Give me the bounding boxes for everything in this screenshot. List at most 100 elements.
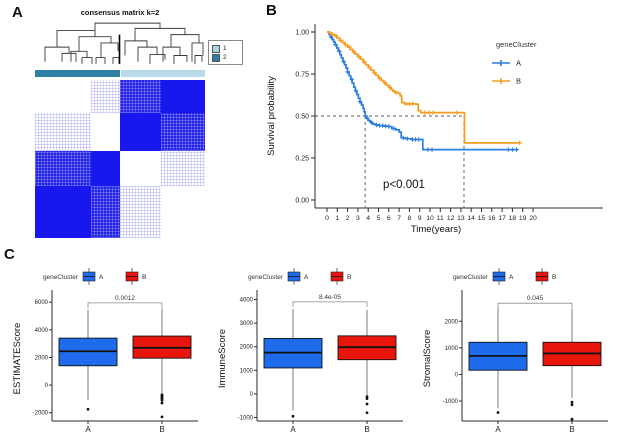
sig-bracket [292,301,368,307]
box-legend-label: A [304,274,309,281]
y-tick-label: 1000 [445,346,459,352]
outlier-point [160,401,164,405]
cluster-assignment-bar [35,70,205,77]
box-legend-label: A [509,274,514,281]
x-tick-label: 15 [478,215,486,222]
km-legend-label: B [516,77,521,86]
panel-c: C geneCluster A B -2000 0 2000 4000 6000 ESTIMAT… [0,246,617,440]
box-legend-title: geneCluster [248,274,284,281]
panel-a: A consensus matrix k=2 1 2 [0,0,258,246]
matrix-block [35,185,92,238]
box-legend-label: B [552,274,556,281]
km-legend-title: geneCluster [496,40,537,49]
box-legend-title: geneCluster [43,274,79,281]
x-tick-label: 6 [387,215,391,222]
outlier-point [570,400,574,404]
x-tick-label: 12 [447,215,455,222]
matrix-block [35,113,92,152]
x-tick-label: 1 [335,215,339,222]
matrix-block [160,80,205,114]
y-tick-label: 4000 [240,298,254,304]
y-tick-label: 0 [455,372,459,378]
boxplot-stromalscore: geneCluster A B -1000 0 1000 2000 StromalScore A… [422,268,608,434]
p-value-label: 0.045 [527,295,544,302]
outlier-point [570,417,574,421]
x-tick-label: 0 [325,215,329,222]
x-tick-label: 19 [519,215,527,222]
y-tick-label: 0.75 [295,72,309,79]
cluster-legend-item: 2 [212,53,240,62]
x-category-label: B [159,425,164,434]
consensus-matrix-heatmap [35,80,205,238]
y-tick-label: 2000 [445,319,459,325]
x-tick-label: 17 [498,215,506,222]
box-legend-label: B [142,274,146,281]
matrix-block [91,80,120,114]
matrix-block [35,80,92,114]
x-category-label: A [495,425,501,434]
x-tick-label: 9 [418,215,422,222]
y-tick-label: -1000 [238,415,254,421]
matrix-block [91,185,120,238]
outlier-point [86,407,90,411]
box-legend-label: B [347,274,351,281]
x-tick-label: 11 [437,215,444,222]
matrix-block [91,113,120,152]
y-tick-label: 2000 [35,355,49,361]
matrix-block [91,151,120,186]
x-category-label: A [290,425,296,434]
matrix-block [160,151,205,186]
cluster-legend-label: 2 [223,54,227,61]
y-tick-label: 0 [250,392,254,398]
x-tick-label: 10 [426,215,434,222]
matrix-block [120,185,161,238]
outlier-point [291,414,295,418]
matrix-block [120,151,161,186]
y-tick-label: 0 [45,383,49,389]
outlier-point [160,415,164,419]
matrix-block [120,80,161,114]
y-axis-title: Survival probability [266,76,277,156]
p-value-label: 8.4e-05 [319,294,341,301]
matrix-block [35,151,92,186]
y-tick-label: -1000 [443,399,459,405]
x-tick-label: 14 [467,215,475,222]
y-tick-label: 4000 [35,328,49,334]
p-value-label: 0.0012 [115,295,135,302]
cluster-legend-item: 1 [212,44,240,53]
sig-bracket [497,302,573,309]
y-tick-label: 3000 [240,321,254,327]
y-axis-title: ImmuneScore [217,329,228,388]
x-tick-label: 2 [346,215,350,222]
x-category-label: B [569,425,574,434]
outlier-point [570,403,574,407]
consensus-matrix-title: consensus matrix k=2 [80,8,160,17]
x-category-label: B [364,425,369,434]
outlier-point [365,411,369,415]
matrix-block [120,113,161,152]
y-tick-label: -2000 [33,411,49,417]
x-tick-label: 20 [529,215,537,222]
cluster-bar-seg-1 [120,70,205,77]
cluster-1-swatch [212,44,220,53]
y-tick-label: 2000 [240,345,254,351]
panel-b: B 0.00 0.25 0.50 0.75 1.00 0 1 2 3 4 5 6 7 8 9 10 11 12 13… [258,0,617,246]
y-axis-title: StromalScore [422,330,433,388]
km-legend-label: A [516,59,521,68]
dendrogram [44,22,204,64]
km-pvalue-label: p<0.001 [383,179,425,191]
panel-a-label: A [12,4,23,21]
outlier-point [365,402,369,406]
panel-b-label: B [266,2,277,19]
panel-c-label: C [4,246,15,263]
x-tick-label: 4 [366,215,370,222]
x-tick-label: 5 [377,215,381,222]
box-legend-label: A [99,274,104,281]
y-tick-label: 0.00 [295,198,309,205]
cluster-legend-label: 1 [223,45,227,52]
y-tick-label: 0.25 [295,156,309,163]
x-tick-label: 8 [408,215,412,222]
boxplot-estimatescore: geneCluster A B -2000 0 2000 4000 6000 ESTIMATES… [12,268,198,434]
y-tick-label: 1000 [240,368,254,374]
